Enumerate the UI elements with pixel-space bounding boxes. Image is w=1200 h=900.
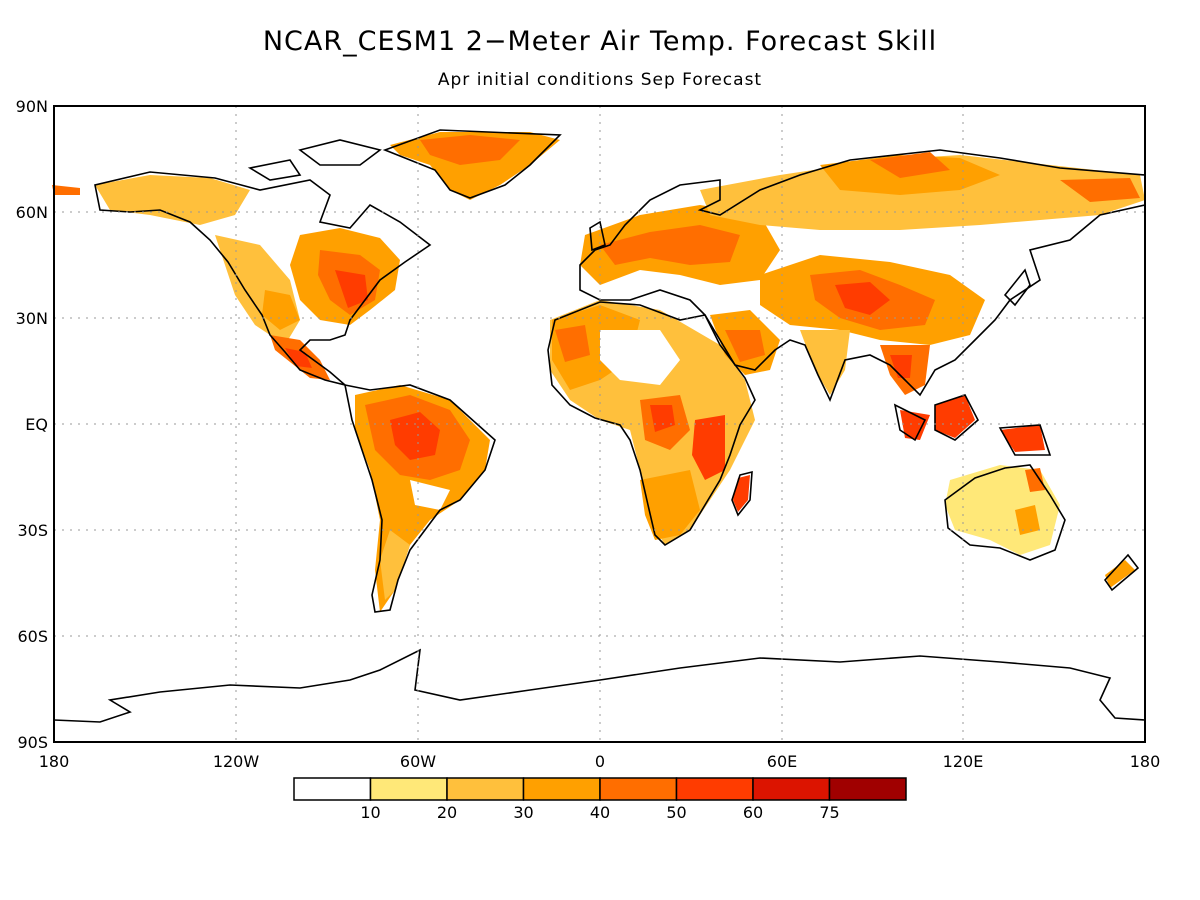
colorbar-swatch [599, 777, 678, 801]
colorbar-swatch [675, 777, 754, 801]
colorbar-swatch [752, 777, 831, 801]
shade-indonesia [900, 410, 930, 440]
colorbar-swatch [522, 777, 601, 801]
coastlines [53, 129, 1146, 723]
lon-label: 60W [400, 752, 436, 771]
lon-label: 120E [943, 752, 984, 771]
gridlines [54, 106, 1145, 742]
lat-label: 30S [17, 521, 48, 540]
map-frame [53, 105, 1146, 743]
colorbar: 10 20 30 40 50 60 75 [293, 777, 907, 822]
lat-label: 90N [16, 97, 48, 116]
lat-axis: 90N 60N 30N EQ 30S 60S 90S [16, 97, 48, 752]
lon-label: 60E [767, 752, 797, 771]
lon-label: 0 [595, 752, 605, 771]
colorbar-label: 40 [590, 803, 610, 822]
coastline-madagascar [731, 470, 753, 517]
lat-label: 90S [17, 733, 48, 752]
colorbar-label: 60 [743, 803, 763, 822]
colorbar-label: 75 [819, 803, 839, 822]
colorbar-swatch [293, 777, 372, 801]
coastline-africa [547, 301, 756, 547]
coastline-antarctica [53, 648, 1146, 723]
lon-label: 120W [213, 752, 260, 771]
lat-label: EQ [25, 415, 48, 434]
colorbar-swatch [828, 777, 907, 801]
map-subtitle: Apr initial conditions Sep Forecast [437, 70, 763, 90]
coastline-south-america [343, 383, 496, 613]
coastline-greenland [382, 129, 562, 199]
colorbar-label: 10 [360, 803, 380, 822]
lat-label: 60S [17, 627, 48, 646]
colorbar-label: 50 [666, 803, 686, 822]
colorbar-label: 20 [437, 803, 457, 822]
lat-label: 60N [16, 203, 48, 222]
colorbar-swatch [369, 777, 448, 801]
lon-label: 180 [1130, 752, 1161, 771]
colorbar-label: 30 [513, 803, 533, 822]
coastline-australia [944, 464, 1066, 561]
map-title: NCAR_CESM1 2−Meter Air Temp. Forecast Sk… [262, 26, 938, 57]
lat-label: 30N [16, 309, 48, 328]
colorbar-swatch [446, 777, 525, 801]
lon-label: 180 [39, 752, 70, 771]
lon-axis: 180 120W 60W 0 60E 120E 180 [39, 752, 1161, 771]
